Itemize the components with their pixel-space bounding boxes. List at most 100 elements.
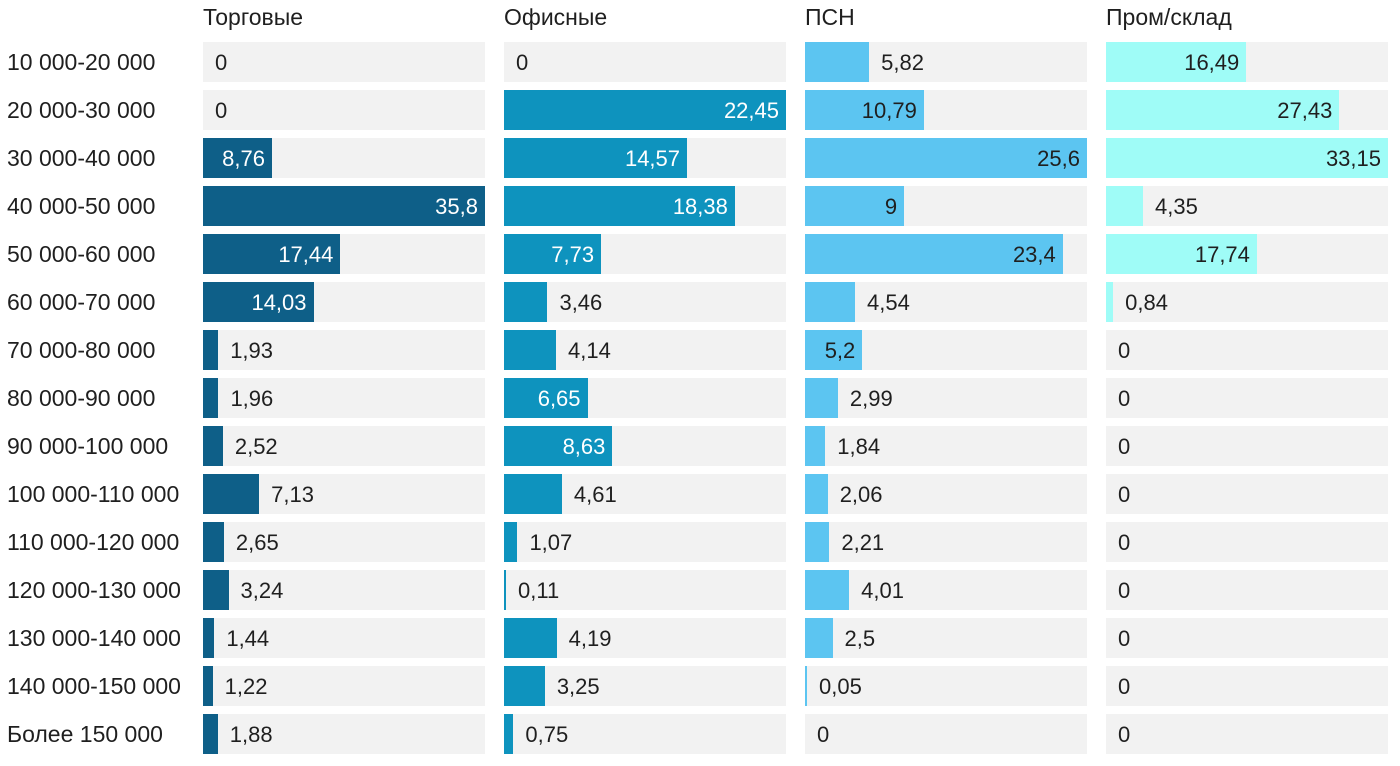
bar-track: 4,54 — [805, 282, 1087, 322]
bar — [805, 330, 863, 370]
column-header-ofisnye: Офисные — [504, 4, 608, 30]
bar-track: 2,06 — [805, 474, 1087, 514]
value-label: 8,63 — [562, 434, 606, 459]
bar — [805, 522, 830, 562]
bar — [203, 570, 229, 610]
bar-track: 3,46 — [504, 282, 786, 322]
bar — [504, 234, 602, 274]
bar-track: 25,6 — [805, 138, 1087, 178]
bar-track: 9 — [805, 186, 1087, 226]
bar-track: 8,76 — [203, 138, 485, 178]
value-label: 0,05 — [819, 674, 862, 699]
bar-track: 1,44 — [203, 618, 485, 658]
bar — [203, 714, 218, 754]
value-label: 5,2 — [824, 338, 856, 363]
bar — [504, 714, 514, 754]
bar-track: 0 — [504, 42, 786, 82]
bar-track: 1,22 — [203, 666, 485, 706]
bar-track: 10,79 — [805, 90, 1087, 130]
bar-track: 0 — [805, 714, 1087, 754]
bar-track: 35,8 — [203, 186, 485, 226]
bar-track: 1,07 — [504, 522, 786, 562]
value-label: 2,5 — [844, 626, 876, 651]
value-label: 18,38 — [672, 194, 728, 219]
value-label: 4,61 — [573, 482, 617, 507]
row-label: 120 000-130 000 — [7, 577, 181, 603]
bar-track: 1,84 — [805, 426, 1087, 466]
bar — [805, 42, 870, 82]
bar — [805, 666, 807, 706]
row-label: 30 000-40 000 — [7, 145, 156, 171]
value-label: 0 — [1118, 386, 1131, 411]
bar-track: 18,38 — [504, 186, 786, 226]
bar-track: 2,21 — [805, 522, 1087, 562]
bar-track: 4,61 — [504, 474, 786, 514]
value-label: 0,75 — [525, 722, 569, 747]
bar — [203, 186, 485, 226]
value-label: 9 — [884, 194, 898, 219]
bar-track: 0 — [1106, 474, 1388, 514]
column-header-torgovye: Торговые — [203, 4, 304, 30]
bar — [203, 378, 219, 418]
row-label: Более 150 000 — [7, 721, 163, 747]
bar-track: 22,45 — [504, 90, 786, 130]
value-label: 1,22 — [224, 674, 268, 699]
bar-track: 7,13 — [203, 474, 485, 514]
row-label: 100 000-110 000 — [7, 481, 180, 507]
value-label: 25,6 — [1037, 146, 1080, 171]
bar — [504, 618, 557, 658]
bar-track: 2,65 — [203, 522, 485, 562]
bar — [203, 522, 224, 562]
value-label: 17,74 — [1194, 242, 1250, 267]
row-label: 140 000-150 000 — [7, 673, 181, 699]
bar-track: 6,65 — [504, 378, 786, 418]
row-label: 80 000-90 000 — [7, 385, 156, 411]
bar — [504, 570, 506, 610]
bar-track: 2,99 — [805, 378, 1087, 418]
bar-track: 0,84 — [1106, 282, 1388, 322]
value-label: 35,8 — [435, 194, 478, 219]
value-label: 1,44 — [226, 626, 270, 651]
bar — [805, 618, 833, 658]
bar-track: 14,03 — [203, 282, 485, 322]
bar-track: 17,74 — [1106, 234, 1388, 274]
value-label: 23,4 — [1012, 242, 1056, 267]
value-label: 7,73 — [551, 242, 595, 267]
bar-track: 5,82 — [805, 42, 1087, 82]
value-label: 14,03 — [251, 290, 307, 315]
bar — [504, 282, 548, 322]
bar — [504, 138, 688, 178]
bar — [805, 282, 855, 322]
row-label: 90 000-100 000 — [7, 433, 169, 459]
bar-track: 7,73 — [504, 234, 786, 274]
bar-track: 0 — [1106, 570, 1388, 610]
bar — [805, 90, 924, 130]
bar-track: 8,63 — [504, 426, 786, 466]
value-label: 27,43 — [1277, 98, 1333, 123]
row-label: 110 000-120 000 — [7, 529, 180, 555]
bar — [203, 666, 213, 706]
value-label: 0 — [1118, 338, 1131, 363]
value-label: 1,07 — [529, 530, 573, 555]
value-label: 4,01 — [861, 578, 904, 603]
bar-track: 0 — [1106, 426, 1388, 466]
bar — [1106, 90, 1340, 130]
column-header-psn: ПСН — [805, 4, 855, 30]
value-label: 3,24 — [240, 578, 284, 603]
value-label: 0 — [215, 98, 228, 123]
value-label: 17,44 — [278, 242, 334, 267]
bar-track: 3,25 — [504, 666, 786, 706]
row-label: 60 000-70 000 — [7, 289, 156, 315]
value-label: 0,84 — [1125, 290, 1168, 315]
row-label: 70 000-80 000 — [7, 337, 156, 363]
value-label: 0 — [817, 722, 830, 747]
bar — [805, 234, 1063, 274]
value-label: 22,45 — [723, 98, 779, 123]
bar-track: 3,24 — [203, 570, 485, 610]
value-label: 0 — [1118, 626, 1131, 651]
value-label: 14,57 — [624, 146, 681, 171]
bar-track: 0,75 — [504, 714, 786, 754]
row-label: 130 000-140 000 — [7, 625, 181, 651]
bar-track: 0 — [1106, 522, 1388, 562]
value-label: 4,14 — [568, 338, 611, 363]
